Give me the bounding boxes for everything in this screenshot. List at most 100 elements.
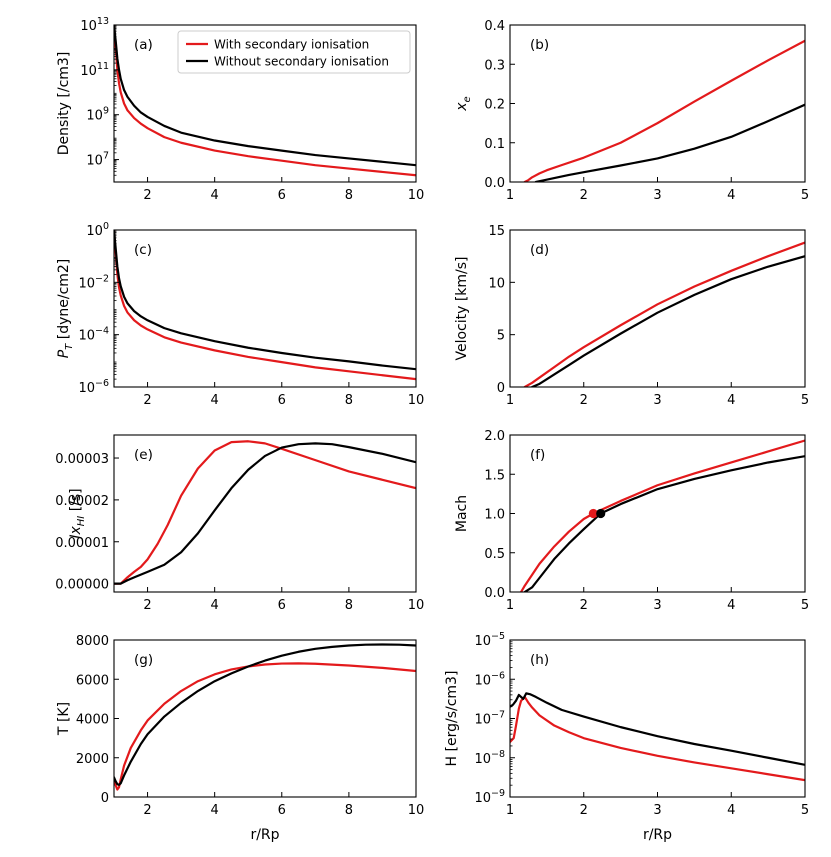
y-axis-label-b: xe <box>454 96 473 111</box>
x-tick-label: 2 <box>580 803 588 818</box>
y-tick-label: 0.0 <box>484 586 505 601</box>
y-tick-label: 8000 <box>76 634 109 649</box>
x-tick-label: 8 <box>345 188 353 203</box>
x-tick-label: 2 <box>143 188 151 203</box>
x-tick-label: 8 <box>345 803 353 818</box>
panel-label-b: (b) <box>530 37 549 53</box>
y-tick-label: 0.1 <box>484 137 505 152</box>
series-line-with-h <box>510 697 805 780</box>
axes-frame-d <box>510 230 805 387</box>
y-tick-label: 10−7 <box>474 710 505 728</box>
legend-entry: With secondary ionisation <box>214 38 369 52</box>
x-tick-label: 4 <box>727 803 735 818</box>
y-tick-label: 100 <box>86 221 109 239</box>
y-tick-label: 5 <box>497 329 505 344</box>
x-tick-label: 10 <box>408 188 425 203</box>
x-tick-label: 6 <box>278 598 286 613</box>
x-tick-label: 3 <box>653 803 661 818</box>
panel-label-c: (c) <box>134 242 152 258</box>
x-tick-label: 4 <box>211 803 219 818</box>
x-tick-label: 10 <box>408 598 425 613</box>
series-line-without-h <box>510 693 805 764</box>
y-tick-label: 0 <box>497 381 505 396</box>
y-axis-label-f: Mach <box>454 495 470 532</box>
x-tick-label: 1 <box>506 393 514 408</box>
panel-b: 1 2 3 4 50.00.10.20.30.4(b)xe <box>454 19 809 203</box>
series-line-with-b <box>525 41 805 182</box>
x-tick-label: 8 <box>345 393 353 408</box>
x-axis-label-g: r/Rp <box>250 827 279 843</box>
x-tick-label: 10 <box>408 393 425 408</box>
y-axis-label-a: Density [/cm3] <box>56 52 72 156</box>
x-tick-label: 1 <box>506 188 514 203</box>
x-tick-label: 2 <box>580 393 588 408</box>
x-tick-label: 3 <box>653 598 661 613</box>
panel-f: 1 2 3 4 5 0.0 0.5 1.0 1.5 2.0 (f) Mach <box>454 429 809 613</box>
y-tick-label: 0.3 <box>484 58 505 73</box>
panel-g: 2 4 6 8 1002000400060008000(g)T [K]r/Rp <box>56 634 424 843</box>
x-tick-label: 5 <box>801 188 809 203</box>
y-tick-label: 0.2 <box>484 98 505 113</box>
y-tick-label: 10−9 <box>474 788 505 806</box>
panel-label-e: (e) <box>134 447 153 463</box>
y-tick-label: 0.5 <box>484 547 505 562</box>
x-tick-label: 4 <box>727 188 735 203</box>
panel-a: 2 4 6 8 10 107 109 1011 1013 (a) Density [/cm3] Wit… <box>56 16 424 203</box>
y-axis-label-h: H [erg/s/cm3] <box>444 671 460 767</box>
y-tick-label: 2.0 <box>484 429 505 444</box>
x-tick-label: 2 <box>143 393 151 408</box>
y-tick-label: 1011 <box>80 61 109 79</box>
series-line-with-e <box>114 441 416 583</box>
x-tick-label: 10 <box>408 803 425 818</box>
y-tick-label: 6000 <box>76 673 109 688</box>
panel-h: 1 2 3 4 5 10−9 10−8 10−7 10−6 10−5 (h) H [erg/s/cm3… <box>444 631 809 843</box>
x-tick-label: 2 <box>580 598 588 613</box>
y-tick-label: 1.5 <box>484 468 505 483</box>
figure: 2 4 6 8 1010710910111013(a)Density [/cm3]Wit… <box>0 0 831 857</box>
x-tick-label: 5 <box>801 393 809 408</box>
x-tick-label: 2 <box>580 188 588 203</box>
x-tick-label: 3 <box>653 393 661 408</box>
panel-label-g: (g) <box>134 652 153 668</box>
panel-d: 1 2 3 4 5 0 5 10 15 (d) Velocity [km/s] <box>454 224 809 408</box>
x-axis-label-h: r/Rp <box>643 827 672 843</box>
y-tick-label: 109 <box>86 106 109 124</box>
y-tick-label: 0.0 <box>484 176 505 191</box>
y-axis-label-c: PT [dyne/cm2] <box>56 259 75 359</box>
series-line-without-e <box>114 443 416 583</box>
series-line-with-c <box>114 230 416 379</box>
panel-label-f: (f) <box>530 447 545 463</box>
x-tick-label: 3 <box>653 188 661 203</box>
y-axis-label-d: Velocity [km/s] <box>454 256 470 360</box>
x-tick-label: 4 <box>727 393 735 408</box>
x-tick-label: 4 <box>727 598 735 613</box>
panel-e: 2 4 6 8 100.000000.000010.000020.00003 (e)JxH… <box>55 435 424 613</box>
panel-c: 2 4 6 8 10 10−6 10−4 10−2 100 (c) PT [dyne/cm2] <box>56 221 424 408</box>
y-tick-label: 10−5 <box>474 631 505 649</box>
x-tick-label: 2 <box>143 803 151 818</box>
y-tick-label: 10−6 <box>474 670 505 688</box>
x-tick-label: 8 <box>345 598 353 613</box>
x-tick-label: 5 <box>801 598 809 613</box>
y-tick-label: 1013 <box>80 16 109 34</box>
y-tick-label: 15 <box>488 224 505 239</box>
panel-label-h: (h) <box>530 652 549 668</box>
y-tick-label: 4000 <box>76 713 109 728</box>
x-tick-label: 5 <box>801 803 809 818</box>
y-axis-label-g: T [K] <box>56 702 72 736</box>
x-tick-label: 4 <box>211 393 219 408</box>
x-tick-label: 1 <box>506 803 514 818</box>
x-tick-label: 6 <box>278 188 286 203</box>
y-tick-label: 10−8 <box>474 749 505 767</box>
y-tick-label: 10 <box>488 276 505 291</box>
y-tick-label: 2000 <box>76 752 109 767</box>
y-tick-label: 1.0 <box>484 508 505 523</box>
series-line-without-c <box>114 230 416 369</box>
panel-label-a: (a) <box>134 37 153 53</box>
x-tick-label: 6 <box>278 393 286 408</box>
y-tick-label: 10−2 <box>78 273 109 291</box>
y-tick-label: 0.00000 <box>55 578 109 593</box>
y-tick-label: 10−6 <box>78 378 109 396</box>
series-line-without-f <box>525 456 805 592</box>
panel-label-d: (d) <box>530 242 549 258</box>
